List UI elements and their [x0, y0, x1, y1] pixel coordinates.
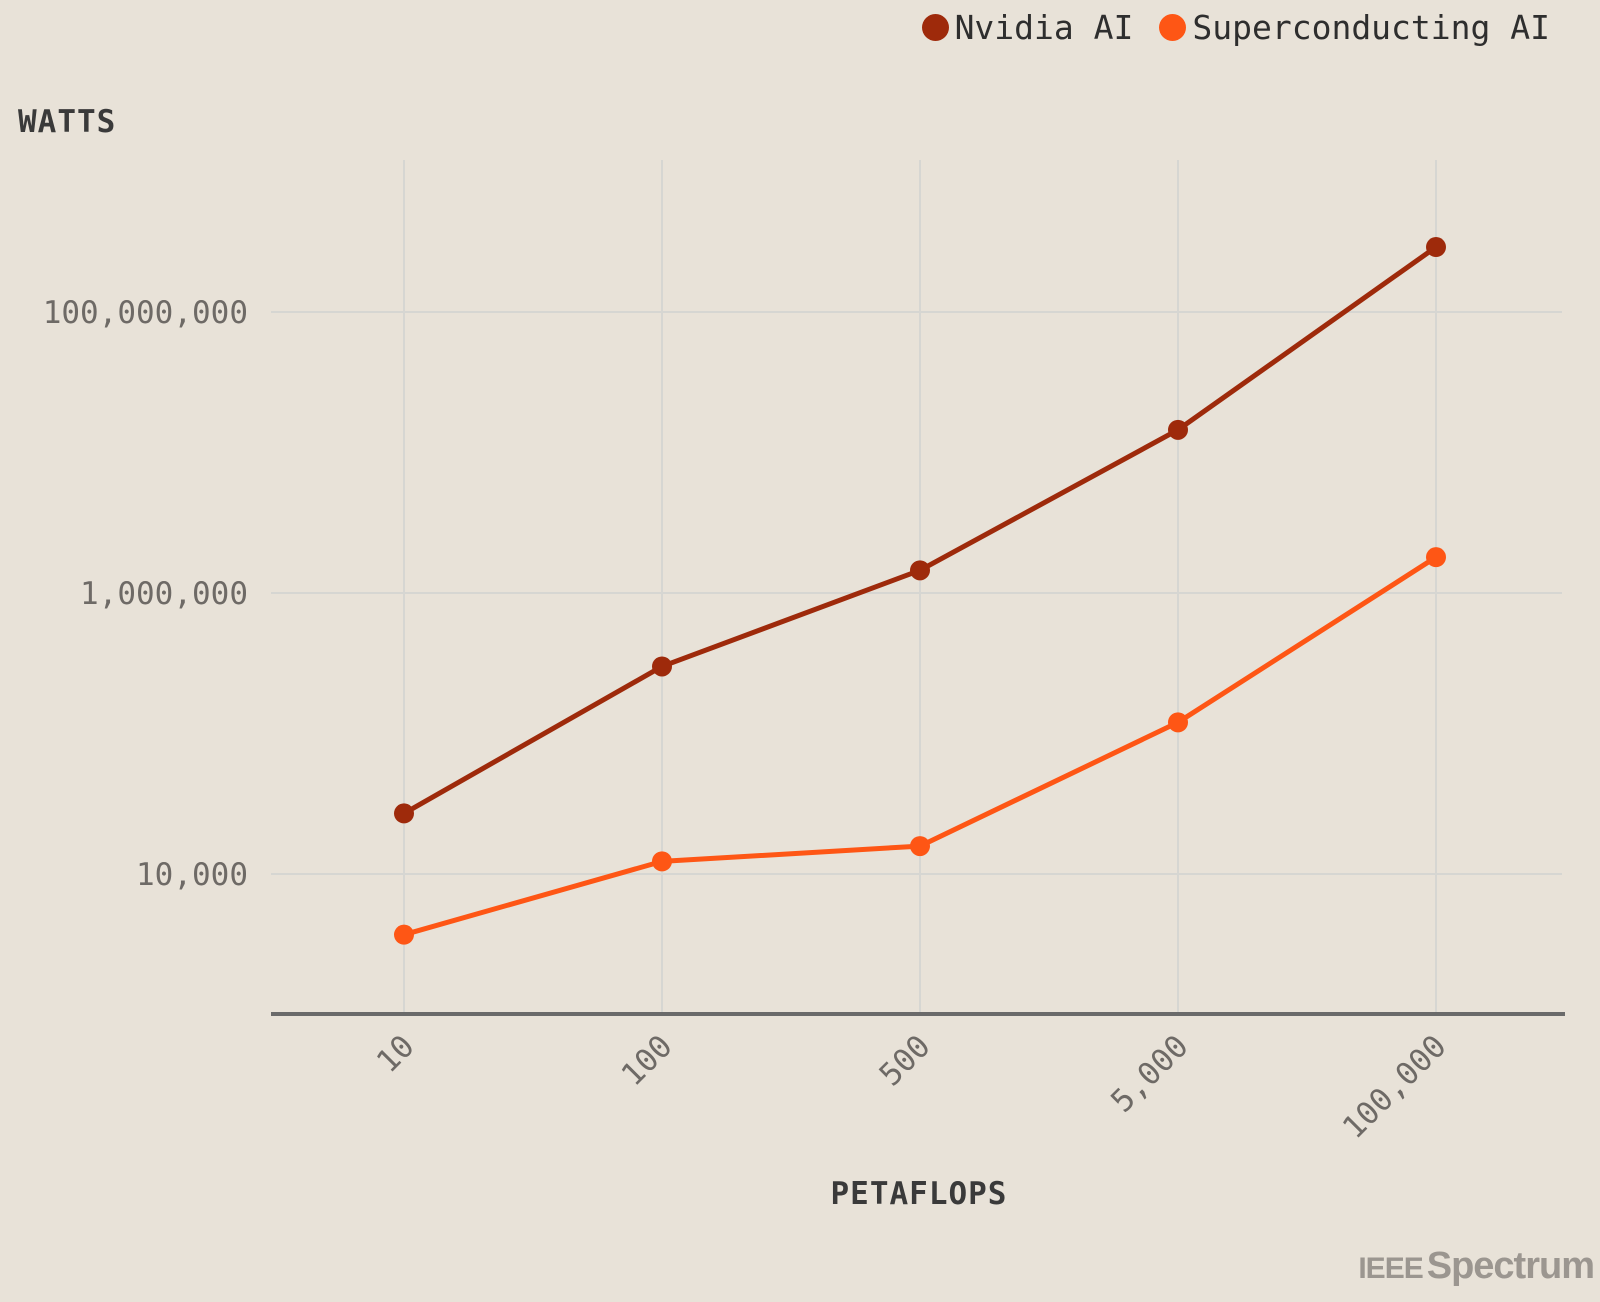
- data-point: [910, 560, 930, 581]
- data-point: [394, 803, 414, 824]
- x-tick-label: 500: [873, 1028, 938, 1093]
- x-tick-label: 10: [370, 1028, 422, 1080]
- y-axis-title: WATTS: [18, 104, 117, 140]
- grid: [271, 160, 1562, 1014]
- legend-label-nvidia: Nvidia AI: [954, 8, 1134, 47]
- legend-item-nvidia: Nvidia AI: [921, 8, 1134, 47]
- x-tick-labels: 10 100 500 5,000 100,000: [370, 1028, 1454, 1146]
- data-point: [910, 836, 930, 857]
- data-point: [1426, 237, 1446, 258]
- series-nvidia-ai: [394, 237, 1446, 824]
- x-tick-label: 5,000: [1104, 1028, 1195, 1119]
- legend: Nvidia AI Superconducting AI: [921, 8, 1550, 47]
- data-point: [1168, 419, 1188, 440]
- legend-label-superconducting: Superconducting AI: [1192, 8, 1550, 47]
- series-superconducting-ai: [394, 547, 1446, 945]
- data-point: [652, 851, 672, 872]
- y-tick-label: 10,000: [136, 857, 248, 893]
- legend-swatch-nvidia: [921, 14, 949, 41]
- logo-spectrum: Spectrum: [1426, 1245, 1595, 1287]
- y-tick-label: 100,000,000: [43, 295, 248, 331]
- x-tick-label: 100: [615, 1028, 680, 1093]
- y-tick-label: 1,000,000: [80, 576, 248, 612]
- logo-ieee: IEEE: [1358, 1252, 1423, 1285]
- legend-item-superconducting: Superconducting AI: [1159, 8, 1550, 47]
- series: [394, 237, 1446, 945]
- legend-swatch-superconducting: [1159, 14, 1187, 41]
- data-point: [394, 924, 414, 945]
- data-point: [652, 656, 672, 677]
- x-tick-label: 100,000: [1336, 1028, 1454, 1146]
- data-point: [1168, 712, 1188, 733]
- data-point: [1426, 547, 1446, 568]
- x-axis-title: PETAFLOPS: [830, 1176, 1008, 1212]
- y-tick-labels: 10,000 1,000,000 100,000,000: [43, 295, 248, 893]
- ieee-spectrum-logo: IEEE Spectrum: [1358, 1245, 1595, 1288]
